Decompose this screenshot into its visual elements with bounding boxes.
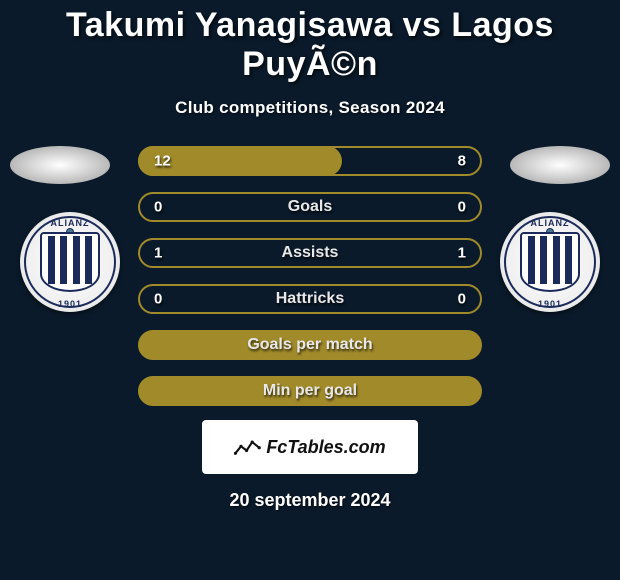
player-right-flag: [510, 146, 610, 184]
crest-stripe: [85, 236, 92, 284]
stat-bar: 1 Assists 1: [138, 238, 482, 268]
stat-bar: 0 Hattricks 0: [138, 284, 482, 314]
stat-value-left: 1: [154, 245, 162, 262]
branding-text: FcTables.com: [266, 437, 385, 458]
player-right-crest: ALIANZ 1901: [500, 212, 600, 312]
stat-label: Goals: [288, 198, 332, 216]
crest-shield: [40, 232, 100, 292]
crest-stripe: [565, 236, 572, 284]
stat-label: Assists: [282, 244, 339, 262]
snapshot-date: 20 september 2024: [0, 490, 620, 511]
stat-value-left: 12: [154, 153, 171, 170]
comparison-panel: ALIANZ 1901 ALIANZ 1901 12Matches8 0 Goals…: [0, 146, 620, 511]
stat-label: Min per goal: [263, 382, 357, 400]
stat-bars: 12Matches8 0 Goals 0 1 Assists 1 0 Hattricks 0 Goa…: [138, 146, 482, 406]
fctables-logo-icon: [234, 436, 262, 458]
crest-stripe: [553, 236, 560, 284]
crest-top-text: ALIANZ: [20, 218, 120, 228]
stat-value-left: 0: [154, 199, 162, 216]
stat-value-right: 8: [458, 153, 466, 170]
stat-label: Goals per match: [247, 336, 372, 354]
branding-badge: FcTables.com: [202, 420, 418, 474]
stat-bar: 0 Goals 0: [138, 192, 482, 222]
subtitle: Club competitions, Season 2024: [0, 98, 620, 118]
stat-value-right: 0: [458, 199, 466, 216]
stat-label: Hattricks: [276, 290, 344, 308]
page-title: Takumi Yanagisawa vs Lagos PuyÃ©n: [0, 0, 620, 84]
crest-stripe: [73, 236, 80, 284]
crest-top-text: ALIANZ: [500, 218, 600, 228]
crest-shield: [520, 232, 580, 292]
crest-stripe: [60, 236, 67, 284]
stat-bar: Goals per match: [138, 330, 482, 360]
stat-bar: 12Matches8: [138, 146, 482, 176]
stat-value-right: 1: [458, 245, 466, 262]
crest-stripe: [528, 236, 535, 284]
crest-bottom-text: 1901: [500, 299, 600, 309]
stat-value-right: 0: [458, 291, 466, 308]
crest-bottom-text: 1901: [20, 299, 120, 309]
stat-bar: Min per goal: [138, 376, 482, 406]
player-left-flag: [10, 146, 110, 184]
crest-stripe: [48, 236, 55, 284]
player-left-crest: ALIANZ 1901: [20, 212, 120, 312]
stat-value-left: 0: [154, 291, 162, 308]
crest-stripe: [540, 236, 547, 284]
